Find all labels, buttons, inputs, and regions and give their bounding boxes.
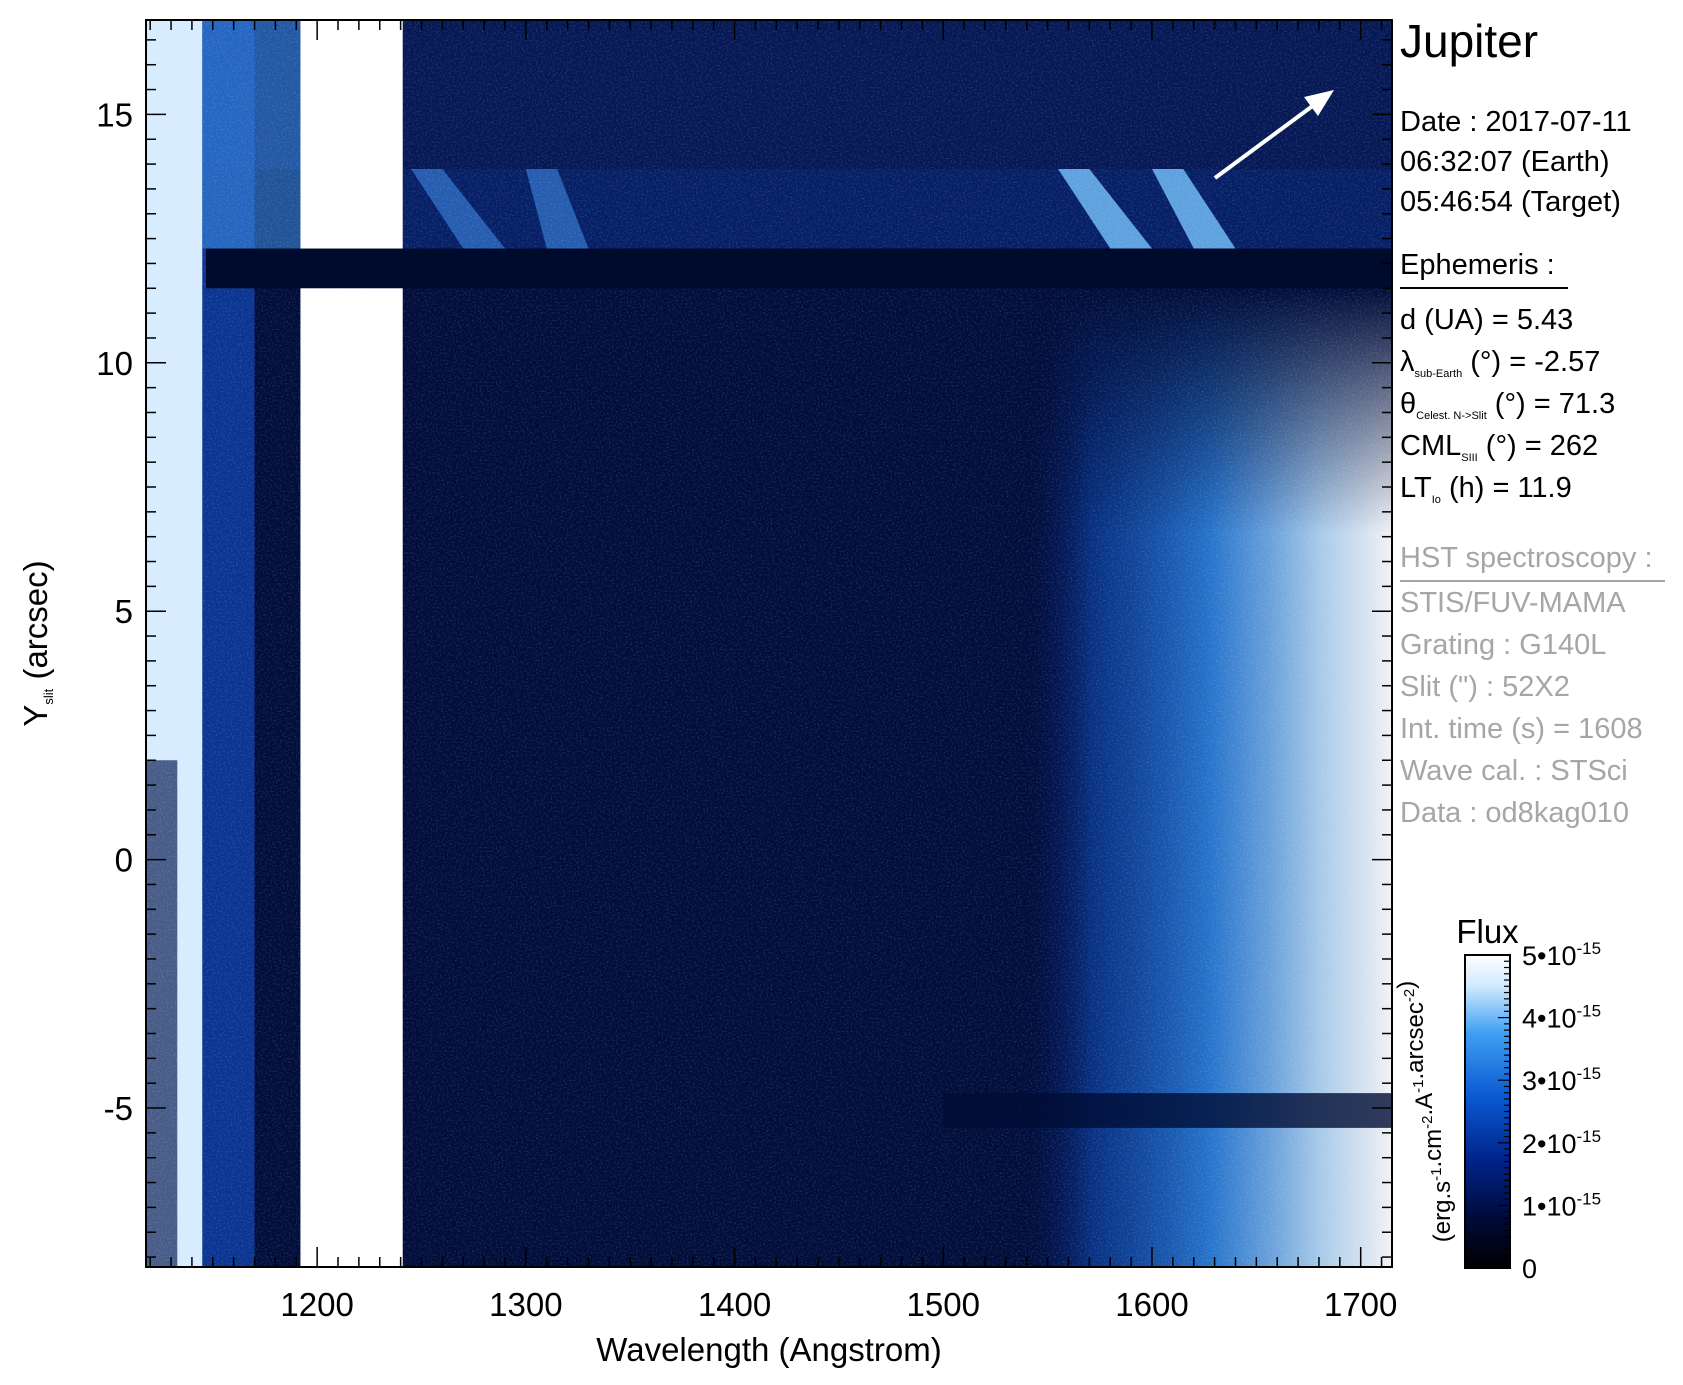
y-tick-label: 5 [115,593,133,630]
x-tick-label: 1600 [1115,1286,1188,1323]
hst-line: Slit (") : 52X2 [1400,671,1570,703]
hst-header: HST spectroscopy : [1400,538,1665,582]
colorbar-unit-label: (erg.s-1.cm-2.A-1.arcsec-2) [1393,981,1456,1242]
hst-line: Grating : G140L [1400,629,1607,661]
hst-line: STIS/FUV-MAMA [1400,587,1626,619]
x-tick-label: 1700 [1324,1286,1397,1323]
x-axis-label: Wavelength (Angstrom) [596,1331,941,1368]
axes: 1200 1300 1400 1500 1600 1700 15 10 5 0 -5 Waveleng… [17,19,1397,1368]
y-tick-label: 10 [96,345,133,382]
colorbar-tick-label: 3•10-15 [1522,1064,1601,1096]
colorbar-gradient [1464,954,1511,1269]
y-axis-label: Yslit (arcsec) [17,560,56,726]
dark-lower-row [943,1093,1392,1128]
observation-time-earth: 06:32:07 (Earth) [1400,146,1610,178]
x-tick-label: 1400 [698,1286,771,1323]
ephemeris-line: θCelest. N->Slit (°) = 71.3 [1400,388,1616,422]
direction-arrow-head [1304,90,1334,116]
y-tick-label: -5 [104,1090,133,1127]
colorbar-tick-label: 0 [1522,1254,1537,1284]
dark-row [206,248,1392,289]
hst-line: Int. time (s) = 1608 [1400,713,1643,745]
direction-arrow-line [1213,97,1324,180]
hst-line: Wave cal. : STSci [1400,755,1628,787]
x-tick-label: 1500 [907,1286,980,1323]
hst-line: Data : od8kag010 [1400,797,1629,829]
colorbar-title: Flux [1456,913,1519,950]
colorbar: 0 1•10-15 2•10-15 3•10-15 4•10-15 5•10-15Flux… [1393,913,1601,1284]
ephemeris-line: LTIo (h) = 11.9 [1400,472,1572,506]
colorbar-tick-label: 4•10-15 [1522,1002,1601,1034]
y-tick-label: 15 [96,96,133,133]
colorbar-tick-label: 2•10-15 [1522,1127,1601,1159]
ephemeris-header: Ephemeris : [1400,245,1568,289]
saturated-column-bottom [300,288,403,1267]
plot-area [146,20,1392,1267]
colorbar-tick-label: 5•10-15 [1522,939,1601,971]
colorbar-tick-label: 1•10-15 [1522,1189,1601,1221]
target-title: Jupiter [1400,15,1539,67]
plot-frame [145,19,1393,1268]
x-tick-label: 1300 [489,1286,562,1323]
observation-date: Date : 2017-07-11 [1400,106,1632,138]
observation-time-target: 05:46:54 (Target) [1400,186,1621,218]
x-tick-label: 1200 [280,1286,353,1323]
y-tick-label: 0 [115,842,133,879]
ephemeris-line: CMLSIII (°) = 262 [1400,430,1599,464]
saturated-column-top [300,20,403,249]
ephemeris-line: d (UA) = 5.43 [1400,304,1574,336]
ephemeris-line: λsub-Earth (°) = -2.57 [1400,346,1601,380]
